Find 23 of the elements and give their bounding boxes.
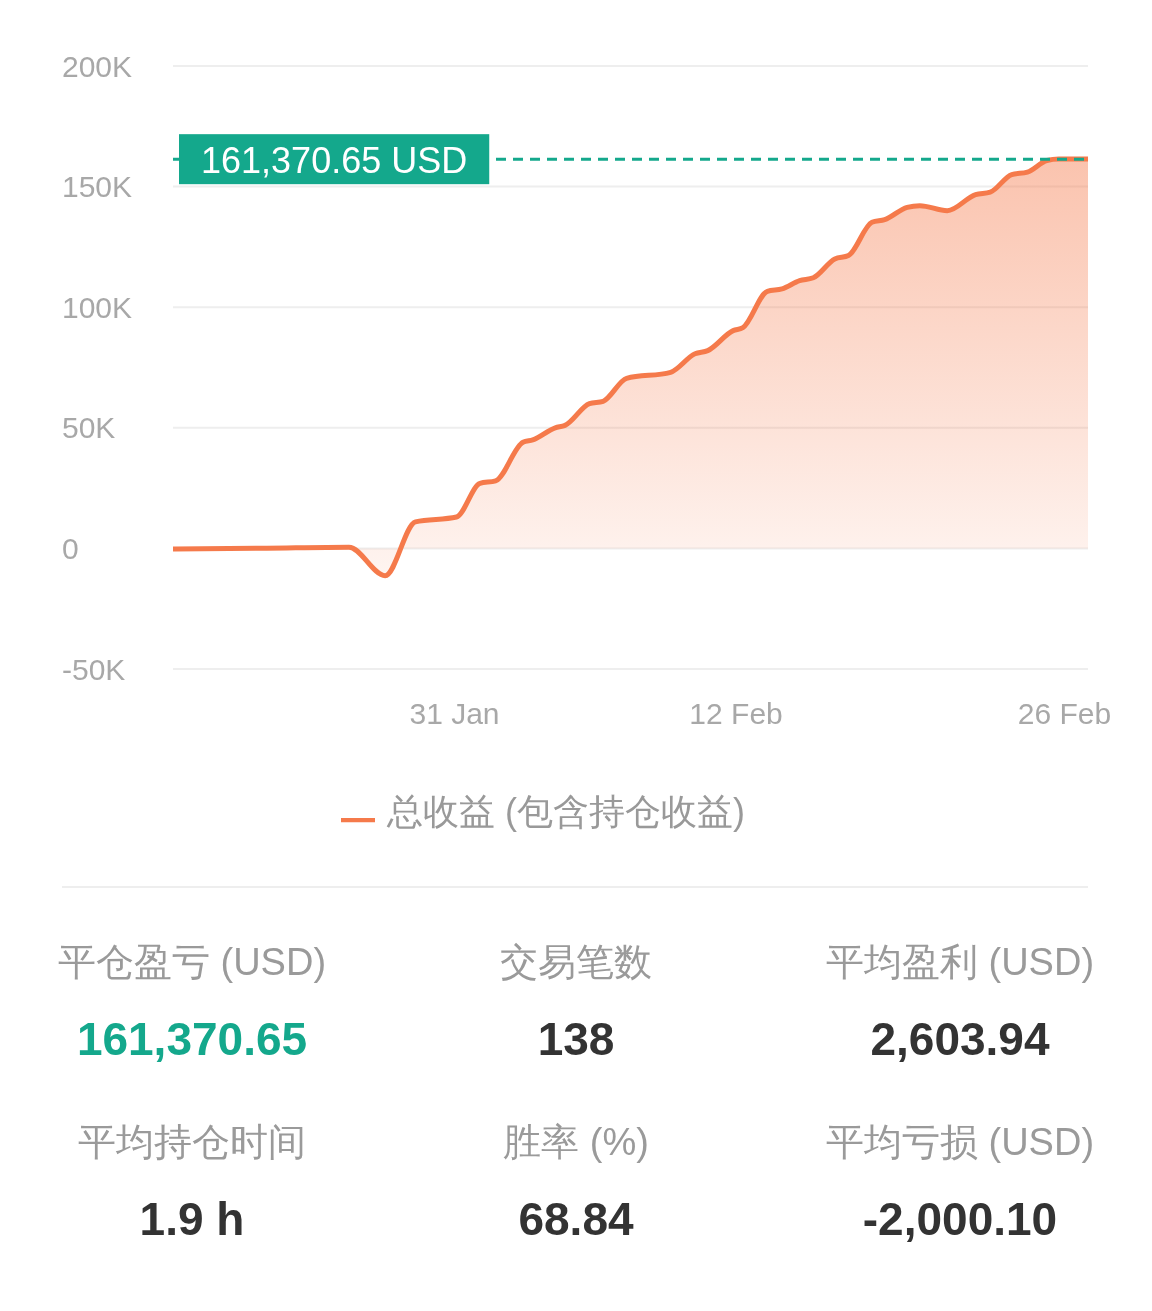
text: 平均亏损 (USD) [825, 1121, 1095, 1163]
text: -2,000.10 [862, 1193, 1058, 1245]
text: 平均盈利 (USD) [825, 941, 1095, 983]
text: 胜率 (%) [503, 1121, 649, 1163]
text: 138 [537, 1013, 615, 1065]
y-tick-label: 150K [62, 170, 133, 204]
text: 1.9 h [139, 1193, 245, 1245]
text: 平仓盈亏 (USD) [57, 941, 327, 983]
y-tick-label: 0 [62, 531, 79, 565]
text: 68.84 [518, 1193, 634, 1245]
text: 交易笔数 [500, 941, 652, 983]
ref-line-label: 161,370.65 USD [201, 139, 468, 181]
text: 平均持仓时间 [78, 1121, 306, 1163]
y-tick-label: 200K [62, 49, 133, 83]
x-tick-label: 31 Jan [409, 697, 500, 731]
y-tick-label: 100K [62, 290, 133, 324]
y-tick-label: 50K [62, 411, 116, 445]
x-tick-label: 12 Feb [689, 697, 783, 731]
text: 2,603.94 [870, 1013, 1050, 1065]
text: 161,370.65 [76, 1013, 308, 1065]
y-tick-label: -50K [62, 652, 126, 686]
x-tick-label: 26 Feb [1017, 697, 1112, 731]
legend-label: 总收益 (包含持仓收益) [387, 791, 745, 832]
